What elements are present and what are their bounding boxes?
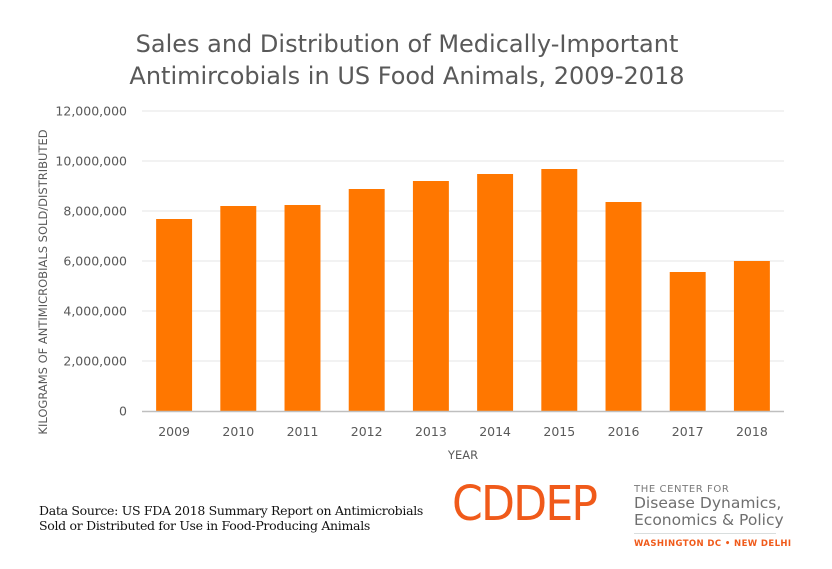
bar-2009 [156,219,193,411]
logo-name-line-2: Economics & Policy [634,511,784,529]
chart-title-line-1: Sales and Distribution of Medically-Impo… [136,30,679,58]
y-tick-label: 4,000,000 [63,304,127,319]
data-source-note: Data Source: US FDA 2018 Summary Report … [39,503,423,533]
x-tick-label: 2009 [158,424,190,439]
y-tick-label: 10,000,000 [55,154,127,169]
bar-2013 [412,181,449,411]
bar-2015 [541,169,578,411]
y-axis-label: KILOGRAMS OF ANTIMICROBIALS SOLD/DISTRIB… [36,129,50,434]
chart-title-line-2: Antimircobials in US Food Animals, 2009-… [129,62,684,90]
logo-wordmark: CDDEP [452,476,598,532]
data-source-line-2: Sold or Distributed for Use in Food-Prod… [39,518,371,533]
logo-divider [634,533,776,534]
y-axis-ticks: 0 2,000,000 4,000,000 6,000,000 8,000,000 10,… [55,104,127,419]
bar-2011 [284,205,321,411]
bar-2010 [220,206,257,411]
x-axis-label: YEAR [447,448,478,462]
data-source-line-1: Data Source: US FDA 2018 Summary Report … [39,503,424,518]
bars [156,169,770,411]
y-tick-label: 8,000,000 [63,204,127,219]
x-tick-label: 2018 [736,424,768,439]
y-tick-label: 12,000,000 [55,104,127,119]
y-tick-label: 6,000,000 [63,254,127,269]
x-tick-label: 2010 [222,424,254,439]
x-tick-label: 2014 [479,424,511,439]
logo-cities: WASHINGTON DC • NEW DELHI [634,539,792,549]
logo-text-block: THE CENTER FOR Disease Dynamics, Economi… [634,484,791,549]
logo-kicker: THE CENTER FOR [634,484,730,495]
bar-2017 [669,272,706,411]
logo-name-line-1: Disease Dynamics, [634,494,782,512]
bar-2014 [477,174,514,411]
x-tick-label: 2011 [287,424,319,439]
bar-2018 [733,261,770,411]
bar-2016 [605,202,642,411]
x-tick-label: 2013 [415,424,447,439]
x-tick-label: 2015 [543,424,575,439]
cddep-logo: CDDEP THE CENTER FOR Disease Dynamics, E… [452,478,792,553]
bar-2012 [348,189,385,411]
bar-chart: Sales and Distribution of Medically-Impo… [36,30,784,462]
x-tick-label: 2016 [608,424,640,439]
x-tick-label: 2012 [351,424,383,439]
x-axis-ticks: 2009 2010 2011 2012 2013 2014 2015 2016 2017 2018 [158,424,768,439]
y-tick-label: 0 [119,404,127,419]
y-tick-label: 2,000,000 [63,354,127,369]
x-tick-label: 2017 [672,424,704,439]
